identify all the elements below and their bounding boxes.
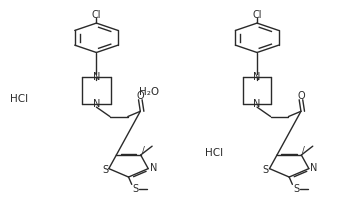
Text: /: / [302,145,305,154]
Text: N: N [150,163,157,173]
Text: HCl: HCl [205,148,223,158]
Text: N: N [253,99,261,109]
Text: S: S [102,165,108,175]
Text: HCl: HCl [10,94,28,104]
Text: Cl: Cl [92,10,101,20]
Text: N: N [310,163,317,173]
Text: S: S [132,184,139,194]
Text: N: N [93,72,100,82]
Text: O: O [297,91,305,101]
Text: N: N [253,72,261,82]
Text: /: / [142,145,145,154]
Text: O: O [136,91,144,101]
Text: N: N [93,99,100,109]
Text: Cl: Cl [252,10,262,20]
Text: S: S [293,184,300,194]
Text: S: S [263,165,269,175]
Text: H₂O: H₂O [139,87,159,97]
